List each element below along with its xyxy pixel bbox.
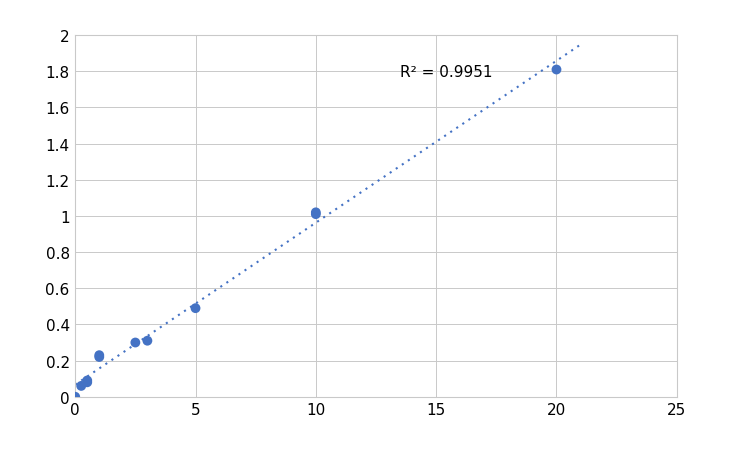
Point — [75, 382, 87, 390]
Point — [93, 354, 105, 361]
Text: R² = 0.9951: R² = 0.9951 — [400, 65, 493, 80]
Point — [93, 352, 105, 359]
Point — [141, 337, 153, 345]
Point — [310, 211, 322, 218]
Point — [69, 393, 81, 400]
Point — [310, 209, 322, 216]
Point — [81, 379, 93, 386]
Point — [129, 339, 141, 346]
Point — [190, 305, 202, 312]
Point — [81, 377, 93, 384]
Point — [550, 67, 562, 74]
